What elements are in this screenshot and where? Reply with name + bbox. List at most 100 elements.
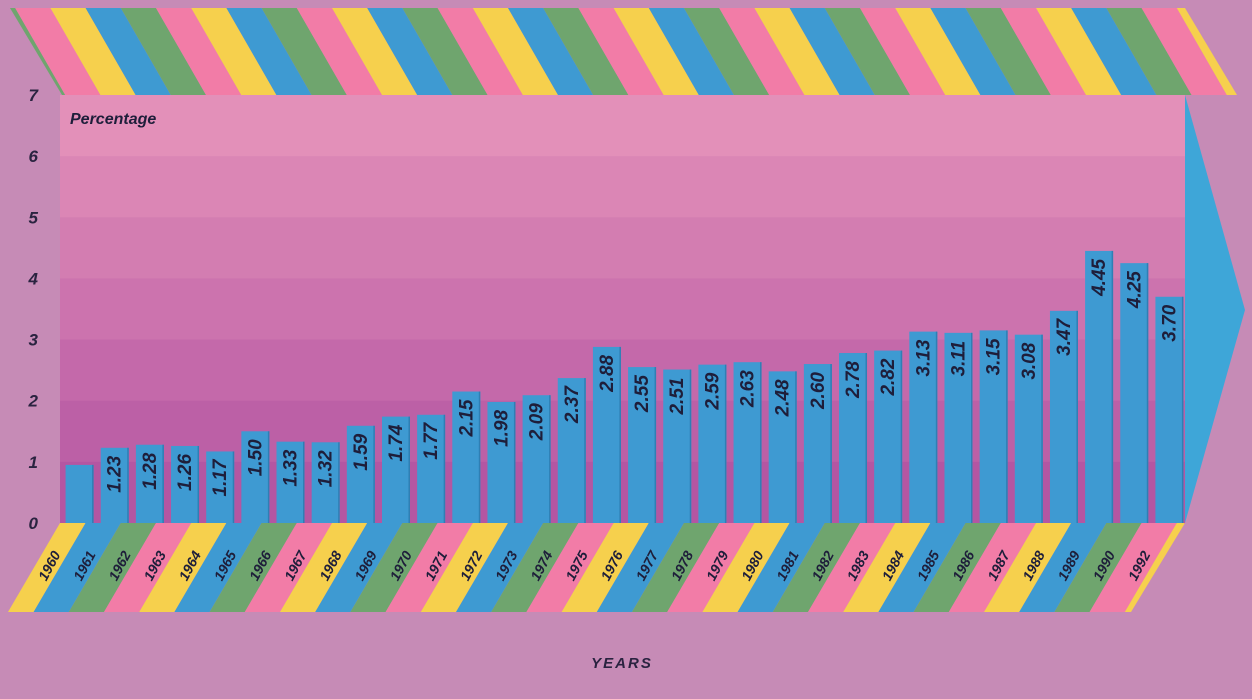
stripe — [491, 523, 579, 612]
stripe — [385, 523, 473, 612]
bar-1974 — [557, 378, 586, 523]
bar-edge — [654, 367, 657, 523]
top-stripe-border — [10, 8, 1252, 95]
bars-group: 1.23 1.28 1.26 1.17 1.50 1.33 1.32 1.59 1.74 1.77… — [65, 250, 1184, 523]
stripe — [913, 523, 1001, 612]
y-tick-label: 5 — [29, 208, 39, 227]
stripe — [737, 523, 825, 612]
bar-1980 — [768, 371, 797, 523]
stripe — [1019, 523, 1107, 612]
stripe — [226, 8, 312, 95]
data-label: 3.11 — [948, 341, 969, 377]
stripe — [1247, 8, 1252, 95]
data-label: 1.17 — [210, 458, 231, 496]
bar-1987 — [1014, 334, 1043, 523]
stripe — [15, 8, 101, 95]
stripe — [878, 523, 966, 612]
bar-1981 — [803, 364, 832, 523]
stripe — [280, 523, 368, 612]
y-tick-label: 4 — [28, 269, 39, 288]
stripe — [174, 523, 262, 612]
arrow-icon — [1185, 95, 1245, 523]
data-label: 2.63 — [738, 370, 759, 408]
stripe — [139, 523, 227, 612]
data-label: 3.15 — [984, 338, 1005, 375]
data-label: 2.59 — [702, 372, 723, 410]
bar-1972 — [487, 401, 516, 523]
data-label: 1.98 — [491, 410, 512, 447]
bar-1964 — [206, 451, 235, 523]
bar-1971 — [452, 391, 481, 523]
stripe — [930, 8, 1016, 95]
bar-edge — [303, 441, 305, 523]
bar-1989 — [1085, 250, 1114, 523]
data-label: 3.47 — [1054, 317, 1075, 355]
stripe — [561, 523, 649, 612]
bar-edge — [970, 332, 973, 523]
bar-edge — [549, 395, 551, 523]
stripe — [296, 8, 382, 95]
bar-1984 — [909, 331, 938, 523]
y-axis: 0 1 2 3 4 5 6 7 — [28, 86, 40, 533]
stripe — [596, 523, 684, 612]
data-label: 2.78 — [843, 361, 864, 399]
data-label: 4.25 — [1124, 271, 1145, 309]
stripe — [33, 523, 121, 612]
data-label: 1.77 — [421, 421, 442, 459]
bar-edge — [408, 416, 410, 523]
stripe — [1141, 8, 1227, 95]
data-label: 2.51 — [667, 378, 688, 416]
stripe — [85, 8, 171, 95]
y-tick-label: 3 — [29, 331, 39, 350]
stripe — [632, 523, 720, 612]
stripe — [789, 8, 875, 95]
data-label: 1.74 — [386, 424, 407, 461]
bar-1962 — [135, 444, 164, 523]
data-label: 3.70 — [1159, 304, 1180, 341]
stripe — [754, 8, 840, 95]
data-label: 2.88 — [597, 354, 618, 392]
data-label: 1.59 — [351, 433, 372, 470]
stripe — [613, 8, 699, 95]
bar-edge — [689, 369, 692, 523]
stripe — [472, 8, 558, 95]
bar-edge — [935, 331, 938, 523]
data-label: 2.82 — [878, 358, 899, 396]
stripe — [667, 523, 755, 612]
bar-1982 — [839, 353, 868, 523]
bar-edge — [1146, 263, 1149, 523]
stripe — [684, 8, 770, 95]
stripe — [50, 8, 136, 95]
bar-1963 — [171, 445, 200, 523]
stripe — [120, 8, 206, 95]
bar-edge — [338, 442, 340, 523]
data-label: 1.33 — [281, 449, 302, 486]
stripe — [895, 8, 981, 95]
bar-1986 — [979, 330, 1008, 523]
bar-edge — [478, 391, 481, 523]
stripe — [1195, 523, 1252, 612]
stripe — [1106, 8, 1192, 95]
bar-1978 — [698, 364, 727, 523]
data-label: 2.15 — [456, 399, 477, 437]
stripe — [367, 8, 453, 95]
bar-edge — [760, 362, 762, 523]
stripe — [315, 523, 403, 612]
data-label: 3.13 — [913, 339, 934, 376]
stripe — [244, 523, 332, 612]
stripe — [1036, 8, 1122, 95]
y-axis-label: Percentage — [70, 111, 156, 128]
bar-edge — [513, 401, 516, 523]
stripe — [948, 523, 1036, 612]
data-label: 2.48 — [773, 379, 794, 417]
stripe — [824, 8, 910, 95]
bar-edge — [162, 444, 164, 523]
bar-1985 — [944, 332, 973, 523]
background-band — [60, 95, 1185, 158]
bar-1990 — [1120, 263, 1149, 523]
data-label: 2.55 — [632, 375, 653, 413]
data-label: 2.37 — [562, 385, 583, 424]
stripe — [156, 8, 242, 95]
